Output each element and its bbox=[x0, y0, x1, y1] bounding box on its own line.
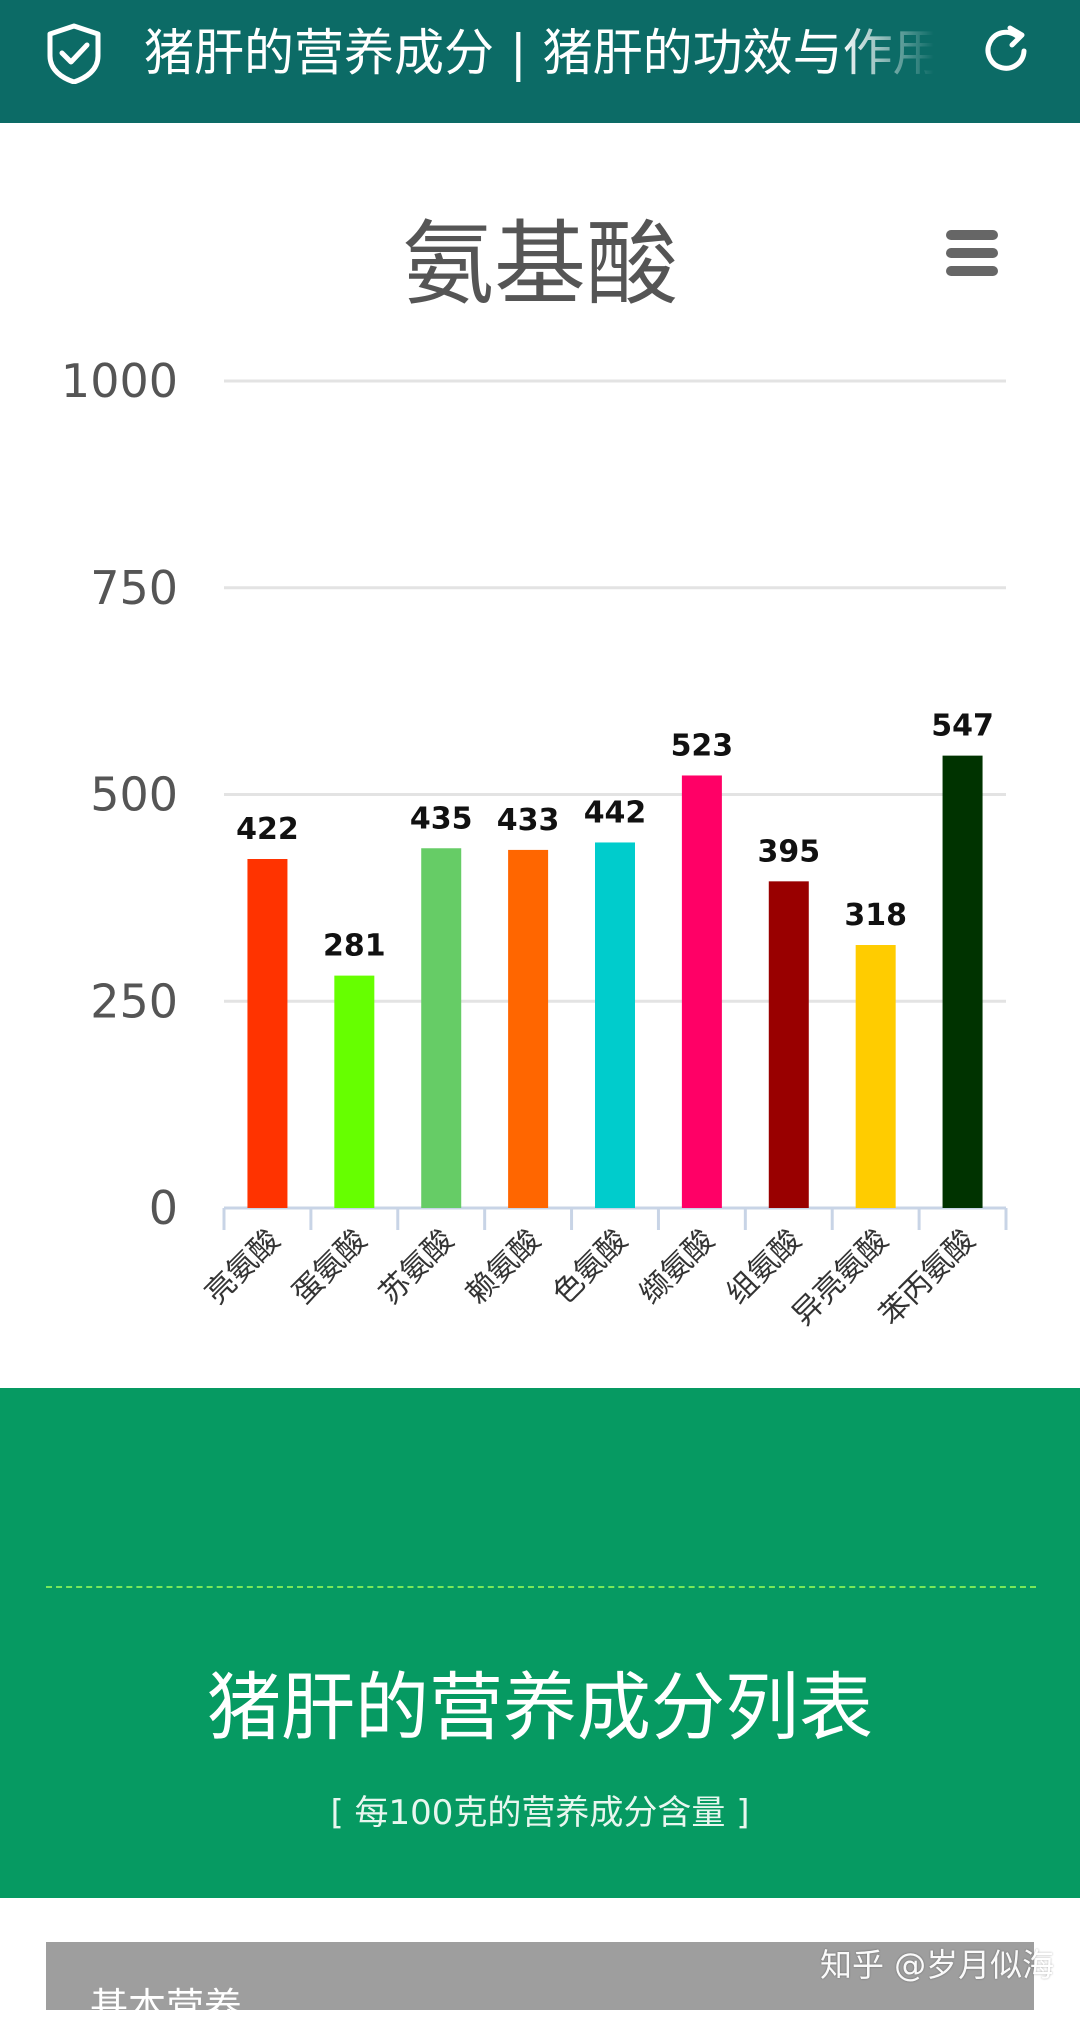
x-tick-label: 缬氨酸 bbox=[633, 1223, 721, 1311]
bar-7 bbox=[768, 881, 809, 1208]
data-label: 523 bbox=[671, 728, 734, 763]
data-label: 547 bbox=[931, 709, 994, 744]
menu-bar bbox=[946, 230, 998, 240]
page-title: 猪肝的营养成分 | 猪肝的功效与作用 bbox=[144, 24, 934, 82]
x-tick-label: 蛋氨酸 bbox=[286, 1223, 374, 1311]
bar-6 bbox=[681, 775, 722, 1208]
bar-4 bbox=[508, 849, 549, 1208]
page-title-container: 猪肝的营养成分 | 猪肝的功效与作用 bbox=[144, 18, 934, 88]
x-tick-label: 亮氨酸 bbox=[199, 1223, 287, 1311]
bar-1 bbox=[247, 859, 288, 1208]
menu-bar bbox=[946, 248, 998, 258]
y-tick-label: 250 bbox=[90, 974, 178, 1028]
dashed-divider bbox=[46, 1586, 1036, 1588]
x-tick-label: 苯丙氨酸 bbox=[873, 1223, 983, 1333]
shield-check-icon[interactable] bbox=[44, 22, 104, 84]
x-tick-label: 异亮氨酸 bbox=[786, 1223, 896, 1333]
bar-chart: 0 250 500 750 1000 422 亮氨酸 281 蛋氨酸 435 苏氨酸 433 赖氨酸 44… bbox=[61, 354, 1008, 1333]
bar-2 bbox=[334, 975, 375, 1208]
y-tick-label: 1000 bbox=[61, 354, 178, 408]
hamburger-menu-icon[interactable] bbox=[946, 230, 998, 276]
table-header-label: 基本营养 bbox=[90, 1985, 243, 2029]
x-tick-label: 色氨酸 bbox=[546, 1223, 634, 1311]
data-label: 442 bbox=[584, 795, 647, 830]
data-label: 422 bbox=[236, 812, 299, 847]
bar-5 bbox=[595, 842, 635, 1208]
x-tick-label: 苏氨酸 bbox=[372, 1223, 460, 1311]
menu-bar bbox=[946, 266, 998, 276]
data-label: 395 bbox=[757, 834, 820, 869]
top-bar: 猪肝的营养成分 | 猪肝的功效与作用 bbox=[0, 0, 1080, 123]
y-tick-label: 500 bbox=[90, 768, 178, 822]
data-label: 435 bbox=[410, 801, 473, 836]
bar-8 bbox=[855, 945, 896, 1208]
watermark: 知乎 @岁月似海 bbox=[820, 1946, 1055, 1984]
nutrition-list-section: 猪肝的营养成分列表 [ 每100克的营养成分含量 ] bbox=[0, 1388, 1080, 1898]
y-tick-label: 750 bbox=[90, 561, 178, 615]
refresh-icon[interactable] bbox=[976, 20, 1036, 82]
y-tick-label: 0 bbox=[149, 1181, 178, 1235]
x-tick-label: 赖氨酸 bbox=[459, 1223, 547, 1311]
section-title: 猪肝的营养成分列表 bbox=[207, 1665, 873, 1751]
section-subtitle: [ 每100克的营养成分含量 ] bbox=[330, 1793, 750, 1833]
bar-3 bbox=[421, 848, 462, 1208]
data-label: 433 bbox=[497, 803, 560, 838]
bar-9 bbox=[942, 755, 983, 1208]
data-label: 318 bbox=[844, 898, 907, 933]
chart-title: 氨基酸 bbox=[401, 211, 678, 318]
data-label: 281 bbox=[323, 929, 386, 964]
